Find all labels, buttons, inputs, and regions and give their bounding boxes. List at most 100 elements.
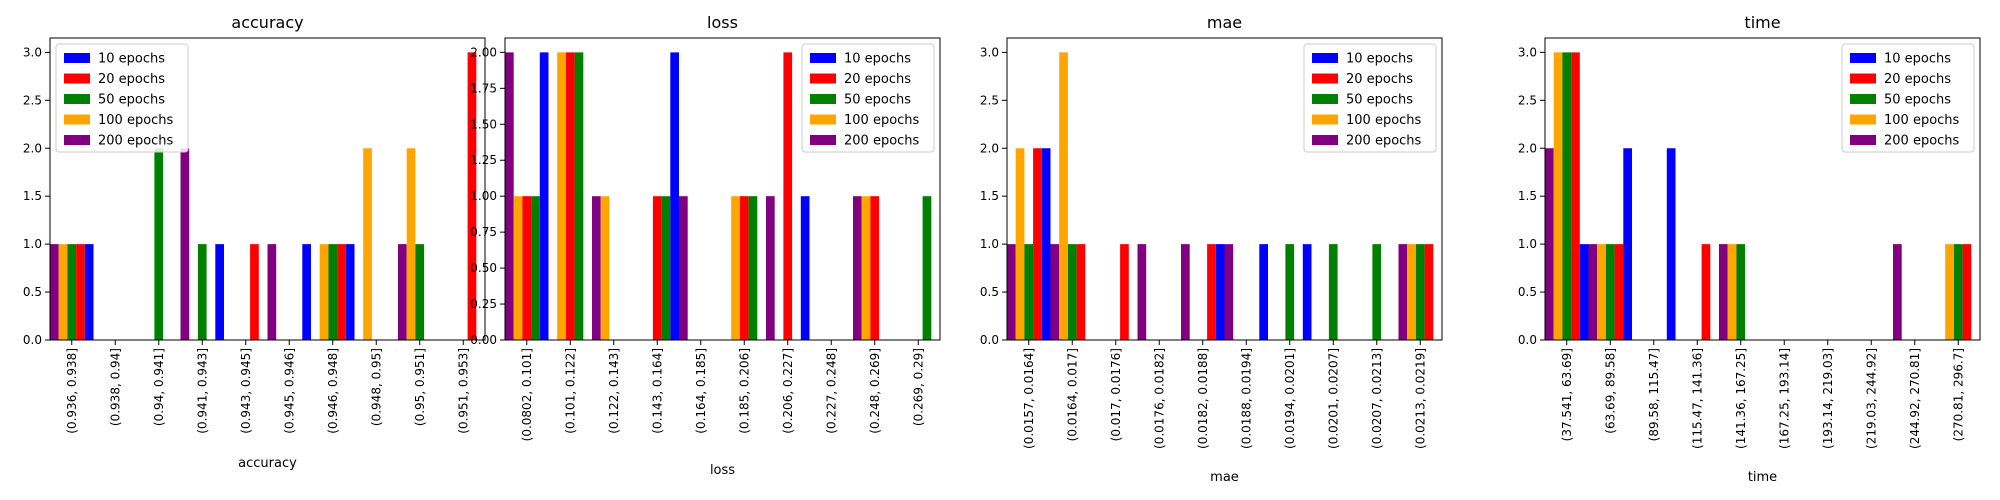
x-tick-label: (219.03, 244.92] [1864,348,1878,449]
x-tick-label: (37.541, 63.69] [1560,348,1574,441]
bar-200-epochs-6 [766,196,775,340]
bar-50-epochs-0 [1024,244,1034,340]
legend-label: 10 epochs [98,52,165,67]
bar-50-epochs-3 [661,196,671,340]
y-tick-label: 1.0 [1518,237,1537,251]
legend-swatch-100-epochs [1312,114,1338,125]
legend-label: 10 epochs [1884,52,1951,67]
y-tick-label: 2.5 [980,93,999,107]
bar-20-epochs-0 [76,244,85,340]
x-tick-label: (167.25, 193.14] [1777,348,1791,449]
bar-100-epochs-0 [1015,148,1025,340]
bar-20-epochs-6 [337,244,346,340]
legend-label: 200 epochs [98,134,174,149]
bar-200-epochs-5 [1224,244,1234,340]
bar-50-epochs-1 [1067,244,1077,340]
bar-200-epochs-4 [1719,244,1728,340]
bar-50-epochs-6 [328,244,338,340]
bar-200-epochs-0 [50,244,59,340]
bar-200-epochs-1 [1588,244,1598,340]
bar-10-epochs-0 [84,244,94,340]
bar-100-epochs-1 [1059,52,1068,340]
bar-200-epochs-4 [679,196,688,340]
x-tick-label: (0.941, 0.943] [195,348,209,434]
legend-swatch-20-epochs [1312,73,1338,84]
x-tick-label: (244.92, 270.81] [1908,348,1922,449]
legend-label: 200 epochs [1346,134,1422,149]
legend-label: 20 epochs [1346,72,1413,87]
bar-10-epochs-6 [1302,244,1312,340]
y-tick-label: 2.00 [470,45,497,59]
bar-100-epochs-9 [1407,244,1416,340]
bar-10-epochs-3 [670,52,679,340]
legend-swatch-10-epochs [64,53,90,63]
bar-20-epochs-0 [1571,52,1580,340]
chart-panel-loss: 0.00 0.25 0.50 0.75 1.00 1.25 1.50 1.75 2.00 (0.0… [470,13,941,478]
plot-frame [1006,37,1443,341]
bar-20-epochs-1 [565,52,575,340]
bar-50-epochs-5 [748,196,758,340]
y-tick-label: 1.5 [1518,189,1537,203]
y-tick-label: 1.50 [470,117,497,131]
y-tick-label: 1.5 [23,189,42,203]
legend: 10 epochs 20 epochs 50 epochs 100 epochs 200… [1303,43,1437,153]
legend-label: 200 epochs [1884,134,1960,149]
bar-10-epochs-2 [1666,148,1676,340]
legend-swatch-100-epochs [1850,114,1876,125]
plot-frame [49,37,486,341]
legend-label: 200 epochs [844,134,920,149]
legend-box [1303,43,1437,153]
y-tick-label: 1.5 [980,189,999,203]
y-tick-label: 2.0 [23,141,42,155]
bar-200-epochs-2 [592,196,601,340]
legend-swatch-50-epochs [1312,94,1338,104]
bar-200-epochs-4 [1181,244,1190,340]
bar-200-epochs-3 [1137,244,1147,340]
bar-200-epochs-8 [853,196,862,340]
x-tick-label: (0.017, 0.0176] [1109,348,1123,441]
bar-10-epochs-0 [1041,148,1051,340]
bar-20-epochs-5 [739,196,749,340]
x-tick-label: (0.0201, 0.0207] [1326,348,1340,449]
chart-title: loss [707,13,738,32]
bar-100-epochs-6 [319,244,329,340]
x-tick-label: (0.0188, 0.0194] [1239,348,1253,449]
bar-10-epochs-0 [1579,244,1589,340]
bar-20-epochs-1 [1076,244,1086,340]
bar-100-epochs-1 [1597,244,1606,340]
y-tick-label: 1.25 [470,153,497,167]
bar-20-epochs-9 [467,52,477,340]
x-tick-label: (0.164, 0.185] [694,348,708,434]
x-tick-label: (0.0164, 0.017] [1065,348,1079,441]
bar-100-epochs-0 [513,196,523,340]
bar-50-epochs-4 [1736,244,1746,340]
bar-20-epochs-9 [1424,244,1434,340]
y-tick-label: 0.25 [470,297,497,311]
x-tick-label: (0.945, 0.946] [282,348,296,434]
y-tick-label: 2.0 [1518,141,1537,155]
legend-label: 10 epochs [1346,52,1413,67]
legend-label: 50 epochs [98,93,165,108]
x-tick-label: (0.951, 0.953] [456,348,470,434]
plot-frame [1544,37,1981,341]
legend-swatch-100-epochs [64,114,90,125]
bar-20-epochs-8 [870,196,880,340]
legend-box [55,43,189,153]
bar-50-epochs-9 [922,196,932,340]
bar-50-epochs-9 [1415,244,1425,340]
x-tick-label: (270.81, 296.7] [1951,348,1965,441]
bar-50-epochs-8 [1372,244,1382,340]
bar-10-epochs-6 [345,244,355,340]
y-tick-label: 0.0 [23,333,42,347]
bar-50-epochs-7 [1328,244,1338,340]
bar-10-epochs-3 [215,244,224,340]
bar-50-epochs-0 [67,244,77,340]
y-tick-label: 2.5 [23,93,42,107]
x-axis-label: loss [710,463,735,478]
chart-panel-accuracy: 0.0 0.5 1.0 1.5 2.0 2.5 3.0 (0.936, 0.938] (0.93… [23,13,486,471]
x-tick-label: (0.94, 0.941] [152,348,166,426]
x-tick-label: (115.47, 141.36] [1690,348,1704,449]
x-tick-label: (0.0194, 0.0201] [1283,348,1297,449]
x-tick-label: (0.185, 0.206] [737,348,751,434]
